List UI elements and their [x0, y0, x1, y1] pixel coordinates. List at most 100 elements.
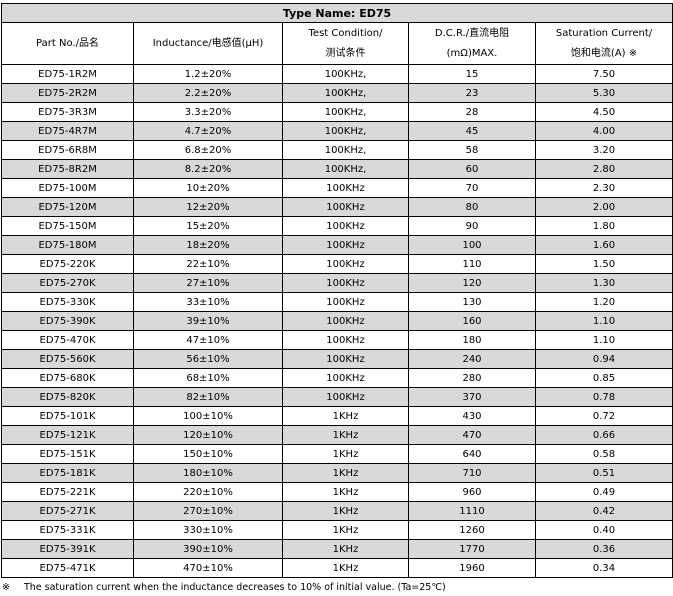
cell-part-no: ED75-271K: [1, 501, 134, 521]
header-sat-line2: 饱和电流(A) ※: [570, 47, 638, 59]
cell-dcr: 90: [408, 216, 536, 236]
cell-saturation-current: 2.30: [534, 178, 673, 198]
cell-dcr: 470: [408, 425, 536, 445]
table-row: ED75-120M 12±20% 100KHz 80 2.00: [1, 197, 673, 217]
cell-inductance: 180±10%: [133, 463, 283, 483]
cell-part-no: ED75-680K: [1, 368, 134, 388]
cell-inductance: 4.7±20%: [133, 121, 283, 141]
table-row: ED75-471K 470±10% 1KHz 1960 0.34: [1, 558, 673, 578]
cell-inductance: 390±10%: [133, 539, 283, 559]
cell-part-no: ED75-391K: [1, 539, 134, 559]
cell-part-no: ED75-181K: [1, 463, 134, 483]
cell-dcr: 180: [408, 330, 536, 350]
cell-saturation-current: 0.72: [534, 406, 673, 426]
table-row: ED75-221K 220±10% 1KHz 960 0.49: [1, 482, 673, 502]
cell-inductance: 220±10%: [133, 482, 283, 502]
table-row: ED75-3R3M 3.3±20% 100KHz, 28 4.50: [1, 102, 673, 122]
spec-table: Type Name: ED75 Part No./品名 Inductance/电…: [0, 3, 673, 578]
cell-saturation-current: 1.60: [534, 235, 673, 255]
cell-part-no: ED75-4R7M: [1, 121, 134, 141]
cell-test-condition: 100KHz,: [282, 64, 409, 84]
table-row: ED75-121K 120±10% 1KHz 470 0.66: [1, 425, 673, 445]
cell-dcr: 15: [408, 64, 536, 84]
cell-saturation-current: 7.50: [534, 64, 673, 84]
cell-test-condition: 100KHz,: [282, 83, 409, 103]
cell-inductance: 270±10%: [133, 501, 283, 521]
note-mark: ※: [2, 582, 10, 593]
cell-part-no: ED75-331K: [1, 520, 134, 540]
cell-dcr: 1110: [408, 501, 536, 521]
cell-part-no: ED75-221K: [1, 482, 134, 502]
cell-inductance: 15±20%: [133, 216, 283, 236]
cell-test-condition: 100KHz,: [282, 159, 409, 179]
header-inductance: Inductance/电感值(μH): [133, 22, 283, 65]
cell-dcr: 370: [408, 387, 536, 407]
header-saturation: Saturation Current/饱和电流(A) ※: [534, 22, 673, 65]
cell-test-condition: 1KHz: [282, 463, 409, 483]
table-row: ED75-2R2M 2.2±20% 100KHz, 23 5.30: [1, 83, 673, 103]
cell-saturation-current: 0.49: [534, 482, 673, 502]
cell-test-condition: 100KHz: [282, 311, 409, 331]
cell-saturation-current: 1.10: [534, 330, 673, 350]
cell-saturation-current: 2.80: [534, 159, 673, 179]
cell-saturation-current: 1.50: [534, 254, 673, 274]
cell-dcr: 100: [408, 235, 536, 255]
cell-part-no: ED75-180M: [1, 235, 134, 255]
table-row: ED75-180M 18±20% 100KHz 100 1.60: [1, 235, 673, 255]
cell-inductance: 330±10%: [133, 520, 283, 540]
cell-inductance: 6.8±20%: [133, 140, 283, 160]
cell-saturation-current: 0.58: [534, 444, 673, 464]
cell-saturation-current: 4.00: [534, 121, 673, 141]
cell-part-no: ED75-121K: [1, 425, 134, 445]
table-row: ED75-181K 180±10% 1KHz 710 0.51: [1, 463, 673, 483]
header-dcr-line2: (mΩ)MAX.: [446, 47, 498, 59]
cell-test-condition: 100KHz: [282, 178, 409, 198]
cell-test-condition: 100KHz: [282, 197, 409, 217]
cell-inductance: 82±10%: [133, 387, 283, 407]
table-row: ED75-391K 390±10% 1KHz 1770 0.36: [1, 539, 673, 559]
cell-dcr: 710: [408, 463, 536, 483]
table-body: ED75-1R2M 1.2±20% 100KHz, 15 7.50 ED75-2R2M 2.…: [1, 64, 673, 578]
cell-part-no: ED75-100M: [1, 178, 134, 198]
cell-inductance: 68±10%: [133, 368, 283, 388]
table-row: ED75-271K 270±10% 1KHz 1110 0.42: [1, 501, 673, 521]
cell-dcr: 280: [408, 368, 536, 388]
cell-test-condition: 1KHz: [282, 539, 409, 559]
cell-dcr: 130: [408, 292, 536, 312]
cell-inductance: 1.2±20%: [133, 64, 283, 84]
cell-inductance: 2.2±20%: [133, 83, 283, 103]
cell-test-condition: 100KHz: [282, 273, 409, 293]
cell-part-no: ED75-390K: [1, 311, 134, 331]
cell-test-condition: 100KHz: [282, 254, 409, 274]
cell-part-no: ED75-101K: [1, 406, 134, 426]
table-row: ED75-560K 56±10% 100KHz 240 0.94: [1, 349, 673, 369]
cell-dcr: 240: [408, 349, 536, 369]
cell-dcr: 80: [408, 197, 536, 217]
cell-dcr: 160: [408, 311, 536, 331]
cell-inductance: 120±10%: [133, 425, 283, 445]
cell-part-no: ED75-220K: [1, 254, 134, 274]
header-test-condition: Test Condition/测试条件: [282, 22, 409, 65]
cell-dcr: 45: [408, 121, 536, 141]
table-row: ED75-220K 22±10% 100KHz 110 1.50: [1, 254, 673, 274]
header-test-line1: Test Condition/: [308, 27, 383, 39]
cell-saturation-current: 1.30: [534, 273, 673, 293]
cell-test-condition: 100KHz: [282, 387, 409, 407]
cell-dcr: 110: [408, 254, 536, 274]
cell-test-condition: 100KHz: [282, 349, 409, 369]
cell-dcr: 430: [408, 406, 536, 426]
cell-saturation-current: 0.34: [534, 558, 673, 578]
cell-saturation-current: 5.30: [534, 83, 673, 103]
cell-part-no: ED75-1R2M: [1, 64, 134, 84]
cell-test-condition: 1KHz: [282, 520, 409, 540]
cell-test-condition: 1KHz: [282, 425, 409, 445]
cell-dcr: 640: [408, 444, 536, 464]
cell-inductance: 18±20%: [133, 235, 283, 255]
cell-inductance: 8.2±20%: [133, 159, 283, 179]
cell-part-no: ED75-120M: [1, 197, 134, 217]
header-test-line2: 测试条件: [325, 47, 366, 59]
cell-saturation-current: 0.66: [534, 425, 673, 445]
table-row: ED75-100M 10±20% 100KHz 70 2.30: [1, 178, 673, 198]
cell-saturation-current: 0.36: [534, 539, 673, 559]
cell-dcr: 960: [408, 482, 536, 502]
